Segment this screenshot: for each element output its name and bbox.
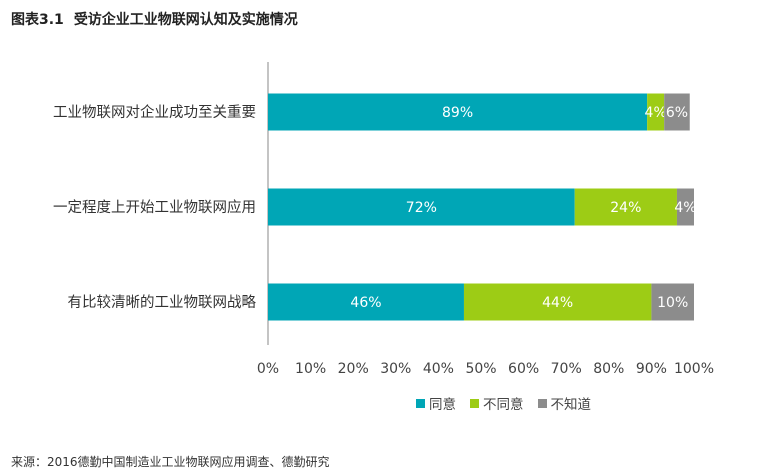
bar-segment-disagree (647, 93, 665, 131)
figure-title: 图表3.1 受访企业工业物联网认知及实施情况 (11, 9, 298, 29)
data-label-agree: 72% (406, 200, 437, 216)
x-tick-label: 0% (257, 361, 279, 377)
figure-title-text: 受访企业工业物联网认知及实施情况 (73, 12, 298, 28)
category-label: 工业物联网对企业成功至关重要 (53, 103, 256, 121)
legend-item-disagree: 不同意 (470, 393, 524, 413)
data-label-disagree: 24% (610, 200, 641, 216)
category-label: 有比较清晰的工业物联网战略 (68, 293, 257, 311)
x-tick-label: 10% (295, 361, 326, 377)
legend-item-agree: 同意 (416, 393, 456, 413)
legend-label-disagree: 不同意 (483, 397, 524, 413)
bar-segment-unknown (651, 283, 694, 321)
x-tick-label: 50% (465, 361, 496, 377)
source-note: 来源：2016德勤中国制造业工业物联网应用调查、德勤研究 (11, 455, 330, 469)
legend-swatch-agree (416, 398, 425, 408)
data-label-disagree: 44% (542, 295, 573, 311)
data-label-unknown: 4% (674, 200, 696, 216)
bar-segment-agree (268, 188, 575, 226)
data-label-unknown: 10% (657, 295, 688, 311)
x-tick-label: 40% (423, 361, 454, 377)
x-tick-label: 30% (380, 361, 411, 377)
x-tick-label: 60% (508, 361, 539, 377)
bar-segment-disagree (463, 283, 652, 321)
x-tick-label: 70% (551, 361, 582, 377)
bar-segment-unknown (676, 188, 694, 226)
legend-swatch-unknown (537, 398, 547, 408)
legend-swatch-disagree (470, 398, 479, 408)
bar-segment-unknown (664, 93, 690, 131)
category-label: 一定程度上开始工业物联网应用 (53, 198, 256, 216)
bar-segment-disagree (574, 188, 677, 226)
legend-label-agree: 同意 (429, 397, 456, 413)
data-label-unknown: 6% (666, 105, 688, 121)
data-label-agree: 46% (350, 295, 381, 311)
data-label-disagree: 4% (645, 105, 667, 121)
x-tick-label: 90% (636, 361, 667, 377)
chart-legend: 同意 不同意 不知道 (416, 393, 591, 413)
data-label-agree: 89% (442, 105, 473, 121)
x-tick-label: 80% (593, 361, 624, 377)
bar-segment-agree (268, 283, 464, 321)
legend-item-unknown: 不知道 (537, 393, 592, 413)
legend-label-unknown: 不知道 (550, 397, 592, 413)
figure-label: 图表3.1 (11, 12, 64, 28)
x-tick-label: 100% (674, 361, 714, 377)
x-tick-label: 20% (338, 361, 369, 377)
bar-segment-agree (268, 93, 648, 131)
